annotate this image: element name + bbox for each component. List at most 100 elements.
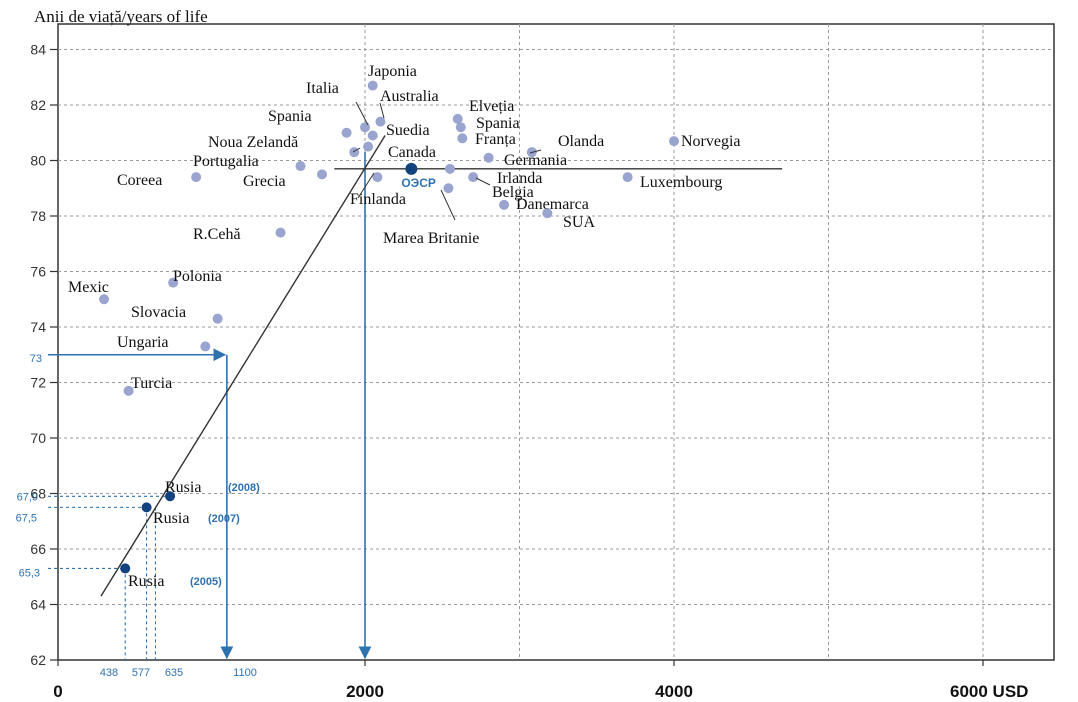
point-label: Norvegia	[681, 133, 741, 150]
data-point	[191, 172, 202, 183]
y-tick-label: 66	[30, 541, 46, 557]
data-point	[468, 172, 479, 183]
y-axis-title: Anii de viață/years of life	[34, 7, 208, 26]
point-label: Finlanda	[350, 191, 406, 208]
russia-year-label: (2008)	[228, 482, 260, 494]
point-label: Suedia	[386, 122, 430, 139]
highlight-x-label: 1100	[233, 667, 257, 679]
data-point	[341, 127, 352, 138]
russia-year-label: (2005)	[190, 576, 222, 588]
point-label: Canada	[388, 144, 436, 161]
x-tick-label: 6000 USD	[950, 682, 1028, 701]
point-label: Portugalia	[193, 153, 259, 170]
highlight-y-label: 67,9	[17, 491, 38, 503]
highlight-y-label: 65,3	[19, 567, 40, 579]
data-point	[367, 130, 378, 141]
data-point	[317, 169, 328, 180]
russia-point	[141, 502, 152, 513]
russia-points: Rusia (2008) Rusia (2007) Rusia (2005)	[120, 479, 260, 590]
grid	[58, 24, 1054, 660]
leader-line	[379, 102, 385, 119]
trend-line-segment	[100, 135, 386, 597]
x-tick-label: 2000	[346, 682, 384, 701]
point-label: Polonia	[173, 268, 222, 285]
data-point	[275, 227, 286, 238]
highlight-guides: 73 67,9 67,5 65,3 438 577 635 1100	[16, 152, 372, 679]
russia-point	[165, 491, 176, 502]
data-point	[123, 385, 134, 396]
point-label: Coreea	[117, 172, 162, 189]
point-label: Belgia	[492, 184, 534, 201]
oecd-point	[405, 162, 418, 175]
plot-frame	[57, 23, 1055, 661]
y-tick-label: 78	[30, 208, 46, 224]
data-point	[443, 183, 454, 194]
highlight-y-label: 67,5	[16, 512, 37, 524]
y-tick-label: 70	[30, 430, 46, 446]
data-point	[372, 172, 383, 183]
data-point	[99, 294, 110, 305]
x-tick-label: 0	[53, 682, 62, 701]
y-tick-label: 64	[30, 597, 46, 613]
data-point	[444, 163, 455, 174]
russia-label: Rusia	[128, 573, 164, 590]
point-label: Marea Britanie	[383, 230, 479, 247]
point-label: Spania	[268, 108, 312, 125]
data-point	[363, 141, 374, 152]
point-label: SUA	[563, 214, 595, 231]
leader-line	[440, 189, 456, 221]
point-label: Mexic	[68, 279, 109, 296]
data-point	[669, 136, 679, 147]
point-label: Irlanda	[497, 170, 542, 187]
y-tick-label: 74	[30, 319, 46, 335]
oecd-label: OЭCP	[401, 176, 436, 190]
russia-year-label: (2007)	[208, 513, 240, 525]
data-point	[349, 147, 360, 158]
trend-line	[100, 135, 386, 597]
y-tick-label: 72	[30, 375, 46, 391]
point-label: Elveția	[469, 98, 514, 115]
y-tick-label: 80	[30, 153, 46, 169]
data-point	[212, 313, 223, 324]
data-point	[360, 122, 370, 133]
point-label: Japonia	[368, 63, 417, 80]
russia-point	[120, 563, 131, 574]
data-point	[367, 80, 378, 91]
point-label: Slovacia	[131, 304, 186, 321]
point-label: Italia	[306, 80, 339, 97]
data-point	[622, 172, 633, 183]
point-label: Spania	[476, 115, 520, 132]
x-tick-label: 4000	[655, 682, 693, 701]
leader-line	[355, 101, 369, 126]
country-points: Japonia Australia Italia Spania Suedia Noua Z…	[68, 63, 741, 396]
point-label: Turcia	[131, 375, 172, 392]
point-label: Germania	[504, 152, 567, 169]
point-label: Noua Zelandă	[208, 134, 298, 151]
y-axis: 62 64 66 68 70 72 74 76 78 80 82 84	[30, 42, 58, 668]
leader-line	[357, 172, 375, 199]
russia-label: Rusia	[153, 510, 189, 527]
x-axis: 0 2000 4000 6000 USD	[53, 660, 1028, 701]
data-point	[499, 199, 510, 210]
highlight-x-label: 635	[165, 667, 183, 679]
point-label: Danemarca	[516, 196, 589, 213]
y-tick-label: 76	[30, 264, 46, 280]
data-point	[295, 161, 306, 172]
data-point	[457, 133, 468, 144]
point-label: Ungaria	[117, 334, 169, 351]
data-point	[542, 208, 553, 219]
point-label: Olanda	[558, 133, 604, 150]
highlight-y-label: 73	[30, 353, 42, 365]
point-label: Australia	[380, 88, 439, 105]
russia-label: Rusia	[165, 479, 201, 496]
leader-line	[352, 147, 361, 153]
y-tick-label: 84	[30, 42, 46, 58]
point-label: Franța	[475, 131, 516, 148]
data-point	[200, 341, 211, 352]
data-point	[375, 116, 386, 127]
point-label: Grecia	[243, 173, 286, 190]
highlight-x-label: 577	[132, 667, 150, 679]
y-tick-label: 62	[30, 652, 46, 668]
y-tick-label: 68	[30, 486, 46, 502]
